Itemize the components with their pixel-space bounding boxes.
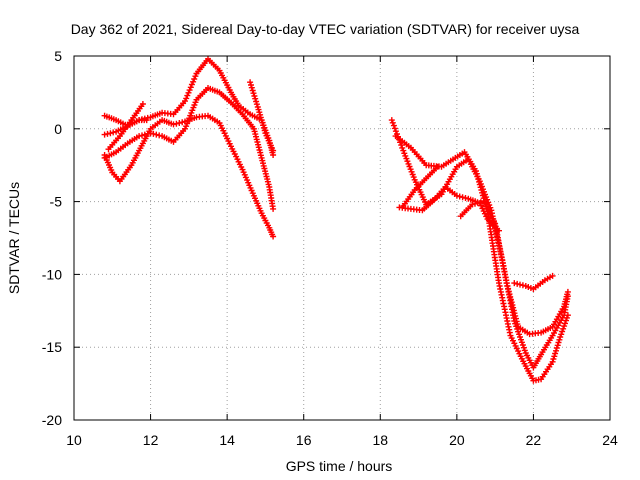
data-point	[185, 117, 192, 124]
data-point	[474, 200, 481, 207]
data-point	[389, 119, 396, 126]
y-tick-label: -15	[42, 339, 62, 355]
x-tick-label: 14	[219, 432, 235, 448]
data-point	[187, 84, 194, 91]
x-tick-label: 12	[143, 432, 159, 448]
data-point	[562, 320, 568, 327]
data-point	[141, 131, 148, 138]
data-point	[253, 101, 260, 108]
data-point	[554, 342, 561, 349]
x-tick-label: 16	[296, 432, 312, 448]
x-tick-label: 22	[526, 432, 542, 448]
data-point	[434, 163, 441, 170]
data-point	[390, 122, 397, 129]
data-point	[184, 92, 191, 99]
data-point	[107, 130, 114, 137]
series-trace	[394, 135, 569, 382]
data-point	[101, 131, 108, 138]
data-point	[139, 101, 146, 107]
data-point	[558, 331, 565, 338]
series-trace	[103, 87, 274, 210]
series-sat-a	[101, 112, 277, 240]
x-tick-label: 18	[372, 432, 388, 448]
data-point	[242, 174, 249, 181]
series-sat-i	[396, 184, 502, 234]
y-tick-label: -20	[42, 412, 62, 428]
data-point	[564, 312, 571, 319]
data-point	[270, 147, 277, 154]
y-tick-label: 0	[54, 121, 62, 137]
data-point	[551, 353, 558, 360]
data-point	[191, 76, 198, 82]
data-point	[549, 272, 556, 279]
series-sat-e	[101, 117, 150, 138]
series-sat-l	[511, 272, 556, 292]
x-axis-title: GPS time / hours	[286, 458, 393, 474]
series-sat-b	[101, 85, 277, 212]
series-sat-f	[247, 79, 277, 154]
data-point	[250, 90, 257, 97]
data-point	[270, 233, 277, 240]
data-point	[553, 347, 559, 354]
data-point	[270, 205, 277, 212]
data-point	[183, 95, 190, 102]
plot-frame	[73, 55, 611, 421]
data-point	[248, 84, 255, 91]
data-point	[399, 144, 406, 151]
series-sat-j	[400, 163, 441, 209]
data-point	[388, 117, 395, 124]
data-point	[511, 280, 518, 287]
data-point	[459, 194, 466, 201]
chart-title: Day 362 of 2021, Sidereal Day-to-day VTE…	[71, 21, 580, 37]
data-point	[402, 152, 409, 159]
series-sat-k	[457, 198, 571, 338]
data-point	[549, 358, 556, 365]
y-tick-label: -5	[50, 194, 63, 210]
axis-ticks	[73, 55, 611, 421]
data-point	[189, 107, 196, 114]
data-point	[564, 288, 571, 295]
data-point	[150, 130, 157, 137]
x-tick-label: 10	[66, 432, 82, 448]
data-point	[252, 95, 259, 102]
data-point	[170, 121, 177, 128]
x-tick-labels: 10 12 14 16 18 20 22 24	[66, 432, 618, 448]
data-point	[156, 132, 163, 139]
data-point	[398, 142, 405, 149]
y-tick-labels: -20 -15 -10 -5 0 5	[42, 48, 62, 428]
data-point	[391, 125, 398, 132]
data-point	[143, 117, 150, 124]
x-tick-label: 20	[449, 432, 465, 448]
data-point	[556, 336, 563, 343]
series-sat-d	[105, 101, 146, 153]
data-point	[176, 120, 183, 126]
data-series	[101, 55, 571, 384]
data-point	[186, 87, 193, 94]
data-point	[190, 78, 197, 85]
series-trace	[103, 114, 274, 238]
y-tick-label: -10	[42, 266, 62, 282]
data-point	[136, 133, 143, 140]
data-point	[247, 79, 254, 86]
data-point	[185, 89, 192, 96]
data-point	[139, 132, 145, 139]
series-sat-h	[392, 133, 571, 384]
data-point	[153, 131, 160, 138]
y-tick-label: 5	[54, 48, 62, 64]
y-axis-title: SDTVAR / TECUs	[6, 182, 22, 294]
x-tick-label: 24	[602, 432, 618, 448]
